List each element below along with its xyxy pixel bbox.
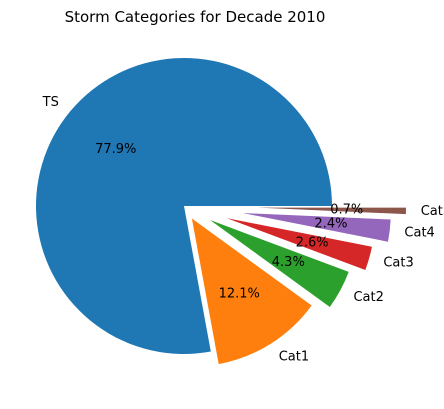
slice-label-cat2: Cat2	[353, 290, 383, 305]
chart-title: Storm Categories for Decade 2010	[65, 8, 326, 26]
slice-percent-cat3: 2.6%	[296, 235, 329, 250]
pie-slice-cat1	[191, 218, 312, 365]
slice-percent-cat5: 0.7%	[330, 203, 363, 218]
pie-slice-cat5	[257, 207, 406, 215]
slice-label-cat5: Cat5	[421, 204, 444, 219]
slice-label-cat1: Cat1	[279, 349, 309, 364]
pie-slice-cat2	[210, 220, 349, 308]
pie-labels: TS 77.9% Cat1 12.1% Cat2 4.3% Cat3 2.6% Cat4 2.4%…	[42, 95, 444, 364]
pie-slice-cat3	[226, 218, 372, 270]
slice-percent-cat1: 12.1%	[219, 287, 260, 302]
slice-label-cat3: Cat3	[383, 256, 413, 271]
pie-slice-cat4	[242, 213, 391, 242]
slice-percent-cat2: 4.3%	[272, 255, 305, 270]
slice-label-cat4: Cat4	[404, 225, 434, 240]
pie-slice-ts	[35, 58, 333, 355]
slice-label-ts: TS	[42, 95, 59, 110]
slice-percent-ts: 77.9%	[95, 142, 136, 157]
slice-percent-cat4: 2.4%	[314, 217, 347, 232]
pie-slices	[35, 58, 406, 365]
